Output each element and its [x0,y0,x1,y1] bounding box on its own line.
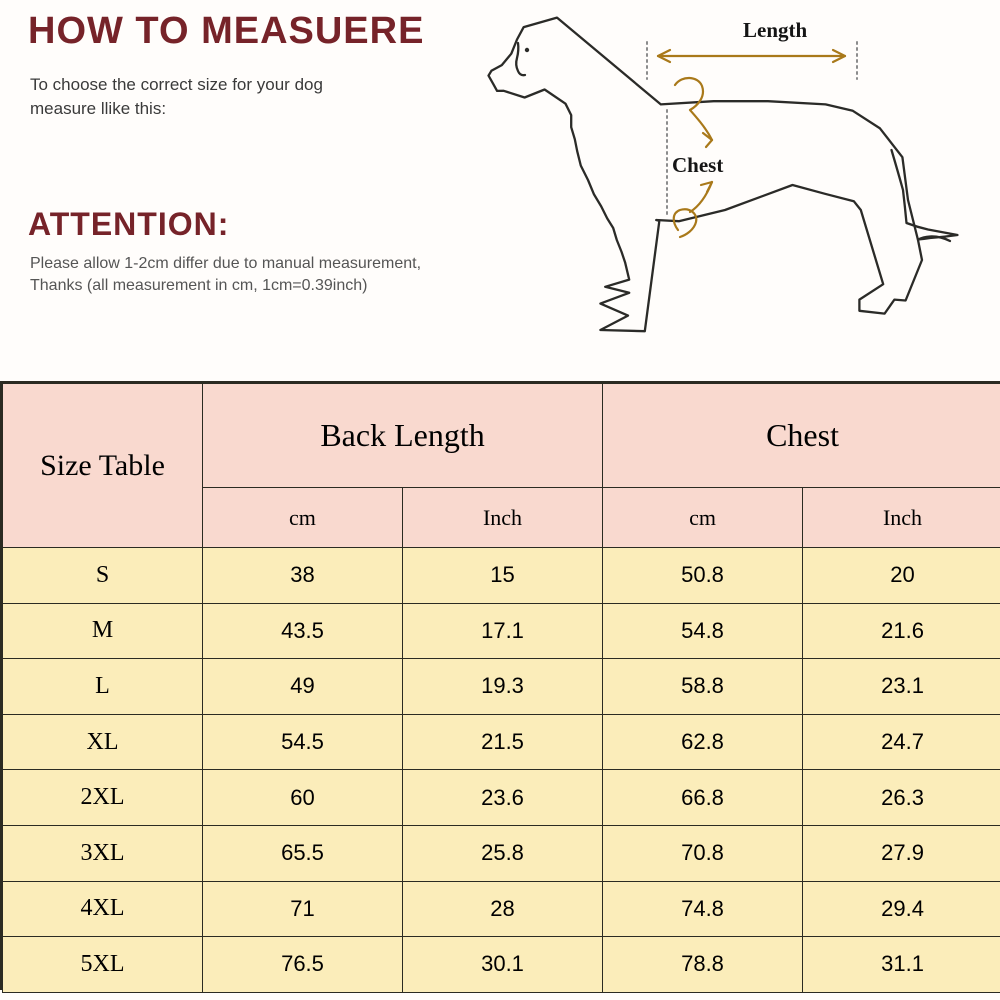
svg-text:Length: Length [743,18,808,42]
svg-text:Chest: Chest [672,153,723,177]
